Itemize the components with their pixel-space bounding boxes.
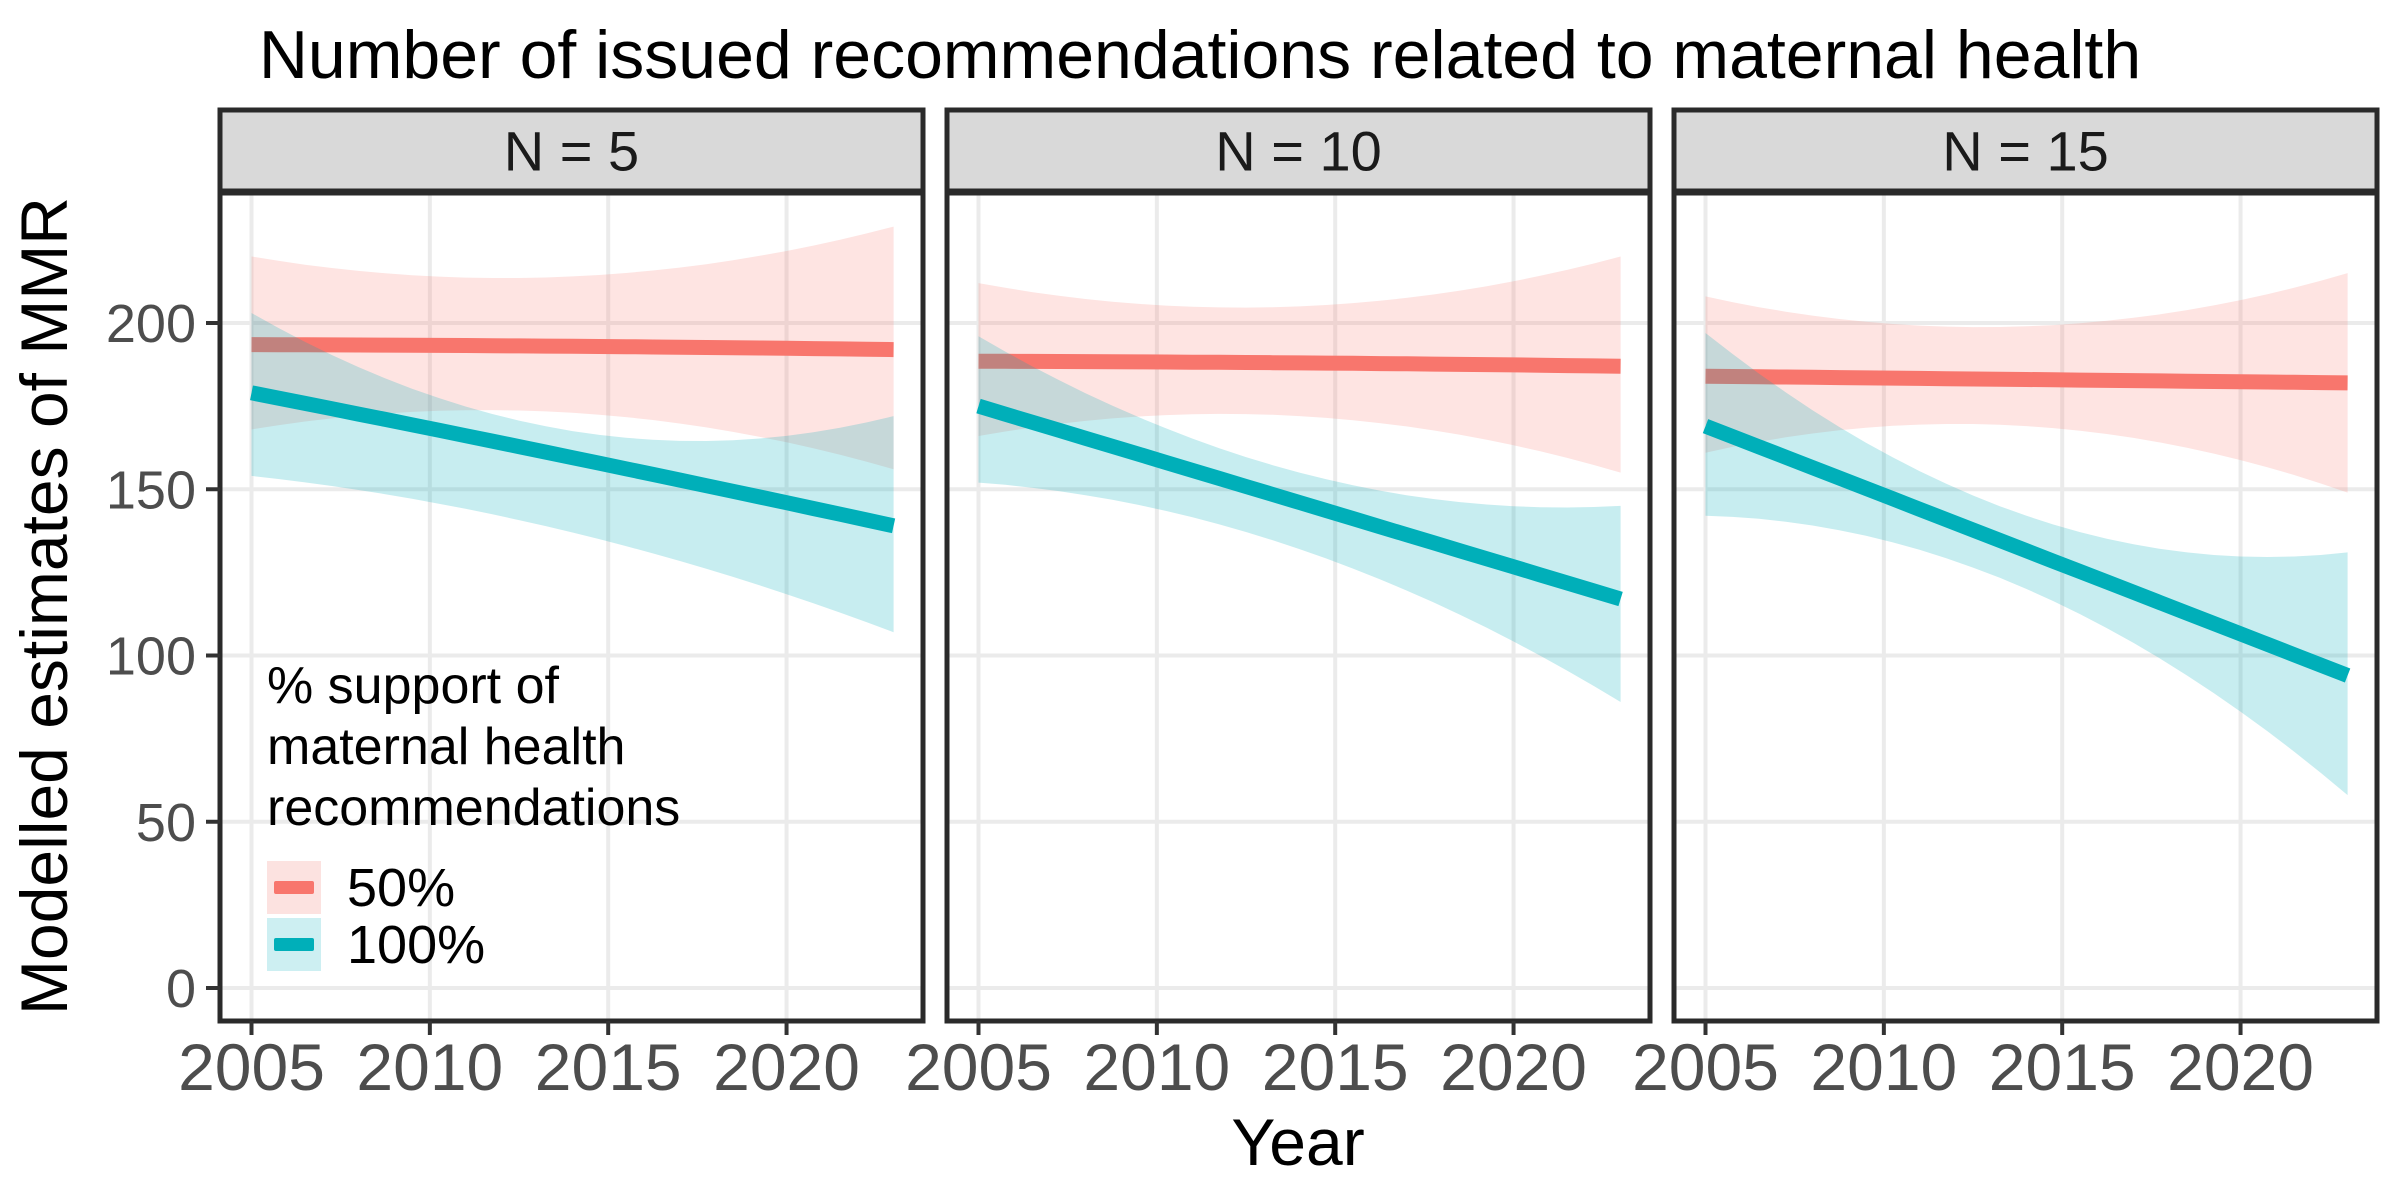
legend-line-50-icon: [274, 881, 314, 894]
x-tick-label: 2005: [905, 1030, 1052, 1104]
legend-title: % support of maternal health recommendat…: [267, 657, 681, 837]
y-tick-label: 50: [136, 793, 196, 853]
y-axis-title: Modelled estimates of MMR: [7, 197, 81, 1015]
facet-strip: [944, 107, 1653, 194]
x-tick-label: 2010: [1810, 1030, 1957, 1104]
facet-label: N = 15: [1942, 120, 2109, 183]
confidence-ribbon: [1705, 333, 2348, 796]
x-tick-label: 2020: [2167, 1030, 2314, 1104]
x-tick-label: 2015: [1989, 1030, 2136, 1104]
legend-item-50: 50%: [267, 858, 680, 918]
x-tick-label: 2015: [535, 1030, 682, 1104]
trend-line: [976, 398, 1623, 607]
x-tick-label: 2015: [1262, 1030, 1409, 1104]
legend-line-100-icon: [274, 938, 314, 951]
confidence-ribbon: [978, 336, 1621, 702]
confidence-ribbon: [251, 313, 894, 633]
facet-strip: [1671, 107, 2380, 194]
legend-swatch-100: [267, 918, 321, 971]
trend-line: [1702, 419, 2351, 683]
trend-line: [1705, 368, 2348, 391]
facet-strip: [217, 107, 926, 194]
legend-item-100: 100%: [267, 915, 680, 975]
trend-line: [978, 353, 1621, 374]
x-axis-title: Year: [1231, 1105, 1365, 1179]
y-tick-label: 100: [106, 627, 196, 687]
x-tick-label: 2020: [1440, 1030, 1587, 1104]
facet-label: N = 10: [1215, 120, 1382, 183]
trend-line: [250, 385, 896, 534]
x-tick-label: 2020: [713, 1030, 860, 1104]
x-tick-label: 2005: [1632, 1030, 1779, 1104]
y-tick-label: 0: [166, 959, 196, 1019]
y-tick-label: 150: [106, 460, 196, 520]
facet-label: N = 5: [504, 120, 639, 183]
x-tick-label: 2005: [178, 1030, 325, 1104]
legend-label-50: 50%: [347, 857, 456, 918]
legend-swatch-50: [267, 861, 321, 914]
x-tick-label: 2010: [1083, 1030, 1230, 1104]
chart-title: Number of issued recommendations related…: [258, 17, 2142, 93]
legend: % support of maternal health recommendat…: [267, 656, 680, 975]
x-tick-label: 2010: [356, 1030, 503, 1104]
y-tick-label: 200: [106, 294, 196, 354]
trend-line: [251, 337, 894, 358]
legend-label-100: 100%: [347, 914, 486, 975]
